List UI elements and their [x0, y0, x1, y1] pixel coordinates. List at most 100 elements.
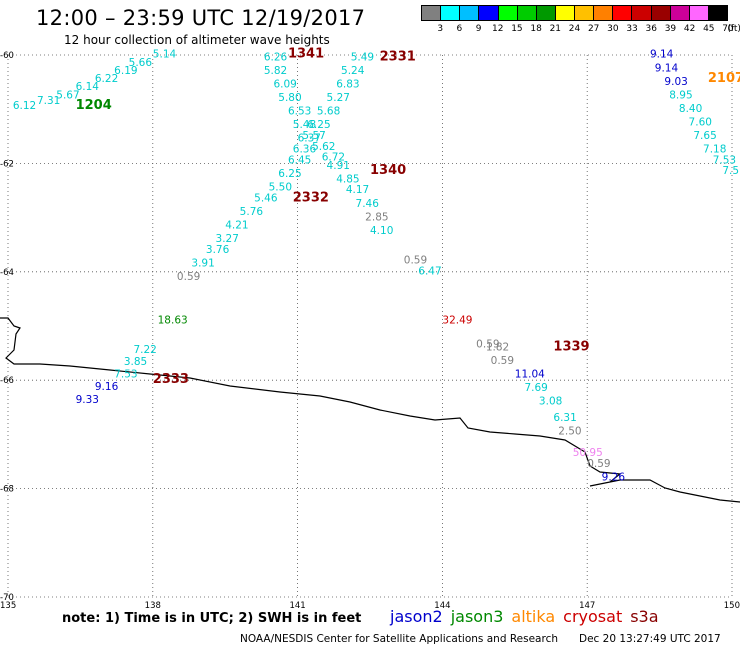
legend-swatch — [517, 6, 537, 20]
swh-value: 5.76 — [240, 206, 264, 218]
legend-swatch — [575, 6, 595, 20]
swh-value: 1.82 — [486, 341, 509, 353]
swh-value: 32.49 — [442, 314, 472, 326]
swh-value: 3.76 — [206, 244, 230, 256]
swh-value: 7.69 — [524, 382, 547, 394]
map-note: note: 1) Time is in UTC; 2) SWH is in fe… — [62, 611, 362, 626]
swh-value: 7.31 — [37, 95, 60, 107]
swh-value: 6.14 — [76, 81, 100, 93]
swh-value: 5.46 — [254, 192, 278, 204]
pass-number-label: 2331 — [380, 49, 416, 64]
swh-value: 2.50 — [558, 425, 581, 437]
legend-tick: 45 — [703, 24, 715, 34]
credit-line: NOAA/NESDIS Center for Satellite Applica… — [240, 633, 558, 645]
legend-swatch — [708, 6, 727, 20]
swh-value: 9.14 — [650, 49, 674, 61]
swh-value: 7.5 — [722, 165, 739, 177]
swh-value: 6.36 — [293, 144, 317, 156]
swh-value: 6.25 — [307, 119, 330, 131]
lat-tick-label: -60 — [0, 51, 14, 61]
legend-swatch — [422, 6, 442, 20]
swh-value: 50.95 — [573, 447, 603, 459]
swh-value: 3.08 — [539, 396, 562, 408]
swh-value: 9.16 — [95, 381, 119, 393]
swh-value: 6.53 — [288, 106, 311, 118]
pass-number-label: 2107 — [708, 71, 740, 86]
swh-value: 11.04 — [515, 368, 545, 380]
swh-value: 6.47 — [418, 266, 441, 278]
pass-number-label: 1339 — [553, 339, 589, 354]
wave-height-color-legend: 3 6 9 12 15 18 21 24 27 30 33 36 39 42 45 70 (ft) — [421, 5, 740, 34]
pass-number-label: 2332 — [293, 190, 329, 205]
swh-value: 6.37 — [298, 133, 321, 145]
swh-value: 7.65 — [693, 130, 716, 142]
swh-value: 6.83 — [336, 79, 359, 91]
legend-swatch — [479, 6, 499, 20]
swh-value: 6.09 — [273, 79, 296, 91]
swh-value: 6.26 — [264, 51, 288, 63]
swh-value: 5.14 — [153, 49, 177, 61]
swh-value: 5.62 — [312, 141, 335, 153]
lon-tick-label: 138 — [145, 601, 161, 611]
page-subtitle: 12 hour collection of altimeter wave hei… — [64, 33, 330, 47]
swh-value: 4.91 — [327, 160, 350, 172]
swh-value: 0.59 — [491, 355, 514, 367]
swh-value: 6.12 — [13, 100, 36, 112]
swh-value: 3.27 — [216, 233, 239, 245]
legend-tick: 18 — [530, 24, 542, 34]
swh-value: 4.10 — [370, 225, 393, 237]
legend-swatch — [441, 6, 461, 20]
legend-swatch — [689, 6, 709, 20]
swh-value: 9.33 — [76, 394, 99, 406]
swh-value: 7.46 — [356, 198, 380, 210]
legend-tick: 6 — [456, 24, 463, 34]
swh-value: 7.18 — [703, 144, 726, 156]
swh-value: 9.26 — [602, 471, 626, 483]
swh-value: 5.24 — [341, 65, 365, 77]
lon-tick-label: 135 — [0, 601, 16, 611]
legend-color-bar — [421, 5, 728, 21]
swh-value: 5.67 — [56, 89, 79, 101]
pass-number-label: 1204 — [76, 98, 112, 113]
swh-value: 7.53 — [713, 154, 736, 166]
swh-value: 6.45 — [288, 154, 311, 166]
pass-number-label: 1340 — [370, 163, 406, 178]
lat-tick-label: -62 — [0, 159, 14, 169]
legend-swatch — [536, 6, 556, 20]
legend-tick: 42 — [683, 24, 696, 34]
satellite-legend: jason2 jason3 altika cryosat s3a — [390, 607, 667, 626]
lon-tick-label: 141 — [289, 601, 305, 611]
swh-value: 5.68 — [317, 106, 340, 118]
swh-value: 5.49 — [351, 51, 374, 63]
legend-tick: 27 — [587, 24, 600, 34]
swh-value: 6.22 — [95, 73, 118, 85]
legend-tick: 36 — [645, 24, 657, 34]
lon-tick-label: 147 — [579, 601, 595, 611]
swh-value: 7.53 — [114, 368, 137, 380]
pass-number-label: 1341 — [288, 47, 324, 62]
swh-value: 5.82 — [264, 65, 287, 77]
legend-tick: 39 — [664, 24, 677, 34]
legend-swatch — [555, 6, 575, 20]
swh-value: 5.50 — [269, 182, 292, 194]
pass-number-label: 2333 — [153, 372, 189, 387]
legend-tick: 24 — [568, 24, 581, 34]
swh-value: 5.80 — [278, 92, 301, 104]
legend-unit: (ft) — [727, 24, 740, 34]
pass-labels: 1341 2331 2107 1204 1340 2332 1339 2333 — [76, 47, 740, 387]
swh-value: 4.21 — [225, 219, 248, 231]
legend-swatch — [460, 6, 480, 20]
legend-swatch — [594, 6, 614, 20]
swh-value: 7.22 — [133, 344, 156, 356]
swh-value: 6.25 — [278, 168, 301, 180]
satellite-legend-jason3: jason3 — [450, 607, 504, 626]
legend-tick: 12 — [492, 24, 504, 34]
lon-tick-label: 144 — [434, 601, 450, 611]
swh-value: 18.63 — [158, 314, 188, 326]
swh-value: 7.60 — [689, 116, 712, 128]
legend-swatch — [670, 6, 690, 20]
legend-tick: 70 — [722, 24, 734, 34]
swh-value: 6.72 — [322, 152, 345, 164]
